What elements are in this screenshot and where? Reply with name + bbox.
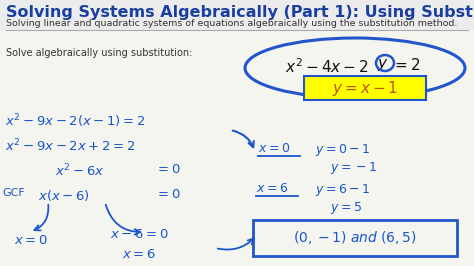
Text: Solving Systems Algebraically (Part 1): Using Substitution: Solving Systems Algebraically (Part 1): … bbox=[6, 5, 474, 19]
Text: $x - 6 = 0$: $x - 6 = 0$ bbox=[110, 228, 169, 241]
Text: $y$: $y$ bbox=[377, 57, 389, 73]
Text: Solving linear and quadratic systems of equations algebraically using the substi: Solving linear and quadratic systems of … bbox=[6, 19, 457, 28]
Text: $= 0$: $= 0$ bbox=[155, 188, 181, 201]
FancyBboxPatch shape bbox=[304, 76, 426, 100]
Text: $x^2 - 9x - 2x + 2 = 2$: $x^2 - 9x - 2x + 2 = 2$ bbox=[5, 138, 135, 155]
Text: $= 0$: $= 0$ bbox=[155, 163, 181, 176]
FancyBboxPatch shape bbox=[0, 0, 474, 30]
Text: $x = 0$: $x = 0$ bbox=[14, 234, 48, 247]
Text: $x = 0$: $x = 0$ bbox=[258, 142, 290, 155]
Text: $x = 6$: $x = 6$ bbox=[256, 182, 288, 195]
Text: $= 2$: $= 2$ bbox=[392, 57, 421, 73]
FancyBboxPatch shape bbox=[253, 220, 457, 256]
Text: $y = 0 - 1$: $y = 0 - 1$ bbox=[315, 142, 370, 158]
Text: $x^2 - 4x - 2$: $x^2 - 4x - 2$ bbox=[285, 57, 369, 76]
Text: $y = x - 1$: $y = x - 1$ bbox=[332, 78, 398, 98]
Text: GCF: GCF bbox=[2, 188, 25, 198]
Text: $x^2 - 6x$: $x^2 - 6x$ bbox=[55, 163, 105, 180]
Text: Solve algebraically using substitution:: Solve algebraically using substitution: bbox=[6, 48, 192, 58]
Text: $x = 6$: $x = 6$ bbox=[122, 248, 156, 261]
Text: $(0, -1)$ and $(6, 5)$: $(0, -1)$ and $(6, 5)$ bbox=[293, 230, 417, 247]
Text: $y = 6 - 1$: $y = 6 - 1$ bbox=[315, 182, 370, 198]
Text: $y = -1$: $y = -1$ bbox=[330, 160, 377, 176]
Text: $y = 5$: $y = 5$ bbox=[330, 200, 362, 216]
Text: $x(x-6)$: $x(x-6)$ bbox=[38, 188, 90, 203]
Text: $x^2 - 9x - 2(x-1) = 2$: $x^2 - 9x - 2(x-1) = 2$ bbox=[5, 112, 146, 130]
